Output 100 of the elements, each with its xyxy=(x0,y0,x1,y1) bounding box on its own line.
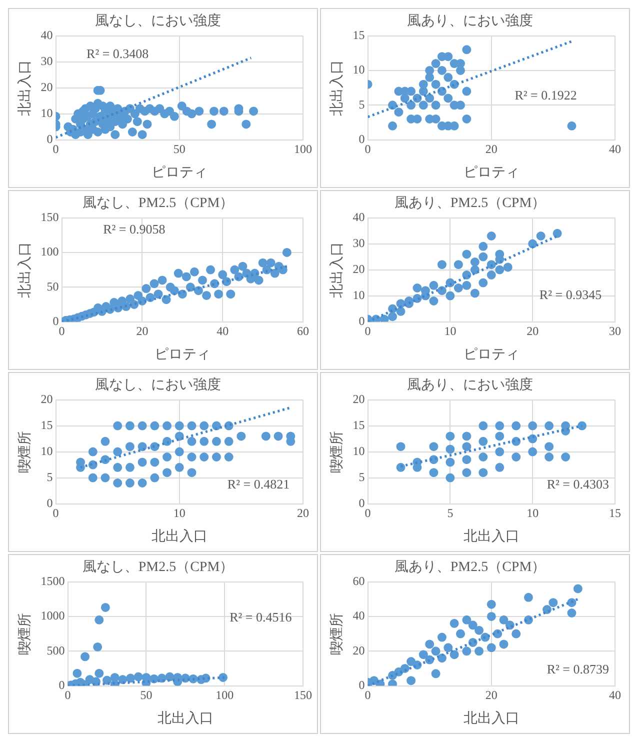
point xyxy=(425,640,434,649)
x-tick-label: 10 xyxy=(444,324,456,338)
point xyxy=(236,432,246,441)
point xyxy=(454,284,463,292)
y-tick-label: 0 xyxy=(358,314,365,328)
point xyxy=(126,674,136,683)
point xyxy=(474,626,484,635)
x-axis-title: 北出入口 xyxy=(463,528,520,544)
y-tick-label: 1000 xyxy=(40,608,65,623)
point xyxy=(512,421,521,430)
point xyxy=(406,100,416,110)
point xyxy=(266,258,276,268)
point xyxy=(113,478,122,488)
point xyxy=(380,314,389,322)
x-tick-label: 10 xyxy=(526,506,539,520)
point xyxy=(174,421,184,430)
point xyxy=(258,258,268,268)
x-axis-title: 北出入口 xyxy=(157,710,214,726)
point xyxy=(462,86,472,96)
point xyxy=(138,478,147,488)
x-axis-title: ピロティ xyxy=(463,165,520,180)
point xyxy=(474,646,484,656)
point xyxy=(450,650,459,660)
point xyxy=(567,121,576,130)
point xyxy=(495,421,504,430)
y-tick-label: 5 xyxy=(358,97,365,112)
point xyxy=(206,265,216,274)
point xyxy=(94,668,104,678)
annotation: R² = 0.8739 xyxy=(546,662,609,677)
point xyxy=(462,468,472,478)
point xyxy=(238,262,248,271)
annotation: R² = 0.4516 xyxy=(230,610,292,625)
point xyxy=(512,452,521,462)
point xyxy=(431,80,440,89)
point xyxy=(446,458,455,467)
point xyxy=(113,421,122,430)
point xyxy=(462,250,472,259)
point xyxy=(456,100,465,110)
y-tick-label: 20 xyxy=(40,392,53,406)
point xyxy=(478,242,488,251)
point xyxy=(200,421,209,430)
point xyxy=(150,421,160,430)
point xyxy=(470,258,480,266)
x-tick-label: 40 xyxy=(609,688,621,702)
annotation: R² = 0.3408 xyxy=(86,46,149,61)
point xyxy=(254,276,264,285)
point xyxy=(437,66,446,75)
point xyxy=(429,296,438,306)
point xyxy=(212,436,221,446)
y-tick-label: 40 xyxy=(40,28,53,42)
y-axis-title: 北出入口 xyxy=(17,242,34,298)
point xyxy=(486,600,496,609)
point xyxy=(187,421,196,430)
annotation: R² = 0.4303 xyxy=(546,476,609,492)
y-tick-label: 5 xyxy=(358,470,365,484)
point xyxy=(561,452,570,462)
point xyxy=(113,462,122,472)
point xyxy=(218,270,228,280)
chart-title: 風あり、PM2.5（CPM） xyxy=(394,196,546,212)
y-tick-label: 0 xyxy=(46,132,53,146)
point xyxy=(158,276,167,285)
point xyxy=(512,629,521,638)
point xyxy=(495,265,504,274)
point xyxy=(412,284,422,292)
y-tick-label: 10 xyxy=(352,62,365,77)
x-tick-label: 5 xyxy=(447,506,454,520)
point xyxy=(224,452,234,462)
point xyxy=(478,452,488,462)
y-tick-label: 30 xyxy=(40,54,53,68)
point xyxy=(162,421,172,430)
point xyxy=(125,478,134,488)
point xyxy=(174,268,183,278)
point xyxy=(187,452,196,462)
point xyxy=(462,45,472,54)
point xyxy=(200,436,209,446)
x-axis-title: 北出入口 xyxy=(151,528,208,544)
point xyxy=(100,602,110,612)
point xyxy=(274,432,283,441)
point xyxy=(142,284,151,294)
y-axis-title: 北出入口 xyxy=(329,60,346,116)
point xyxy=(548,598,558,608)
point xyxy=(573,584,582,594)
y-axis-title: 喫煙所 xyxy=(17,430,34,473)
point xyxy=(88,473,98,482)
point xyxy=(72,668,82,678)
chart-title: 風なし、におい強度 xyxy=(95,377,221,394)
y-tick-label: 500 xyxy=(46,643,65,658)
point xyxy=(425,94,434,103)
chart-title: 風あり、におい強度 xyxy=(407,13,533,30)
point xyxy=(162,468,172,478)
y-tick-label: 0 xyxy=(58,678,65,692)
point xyxy=(406,676,416,686)
y-tick-label: 20 xyxy=(352,643,365,658)
point xyxy=(478,278,488,288)
point xyxy=(462,114,472,124)
point xyxy=(478,436,488,446)
x-tick-label: 30 xyxy=(609,324,621,338)
y-tick-label: 0 xyxy=(358,132,365,146)
point xyxy=(431,646,440,656)
point xyxy=(93,642,102,652)
